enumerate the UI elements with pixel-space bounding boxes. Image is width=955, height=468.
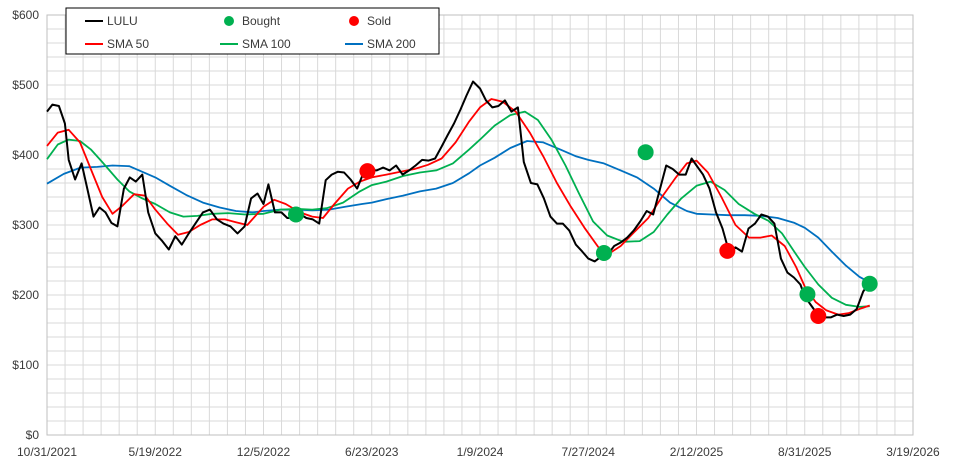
sold-marker: [359, 163, 376, 180]
bought-marker: [287, 206, 304, 223]
series-line-sma-200: [46, 140, 871, 284]
legend-label-bought: Bought: [242, 14, 281, 28]
bought-marker: [861, 275, 878, 292]
y-tick-label: $500: [12, 78, 39, 92]
legend-label-lulu: LULU: [107, 14, 138, 28]
legend: LULU Bought Sold SMA 50 SMA 100 SMA 200: [65, 7, 440, 55]
plot-area-border: [46, 14, 914, 436]
x-tick-label: 2/12/2025: [670, 445, 724, 459]
y-tick-label: $300: [12, 218, 39, 232]
bought-marker: [799, 286, 816, 303]
trade-markers: [287, 144, 878, 324]
y-tick-label: $0: [26, 428, 40, 442]
y-tick-label: $600: [12, 8, 39, 22]
bought-marker: [637, 144, 654, 161]
series-line-sma-100: [46, 110, 870, 308]
x-tick-label: 8/31/2025: [778, 445, 832, 459]
sold-marker: [810, 308, 827, 324]
x-tick-label: 12/5/2022: [237, 445, 291, 459]
axes: $0 $100 $200 $300 $400 $500 $600 10/31/2021 5/19…: [12, 8, 940, 459]
legend-swatch-sold: [349, 16, 359, 26]
x-tick-label: 5/19/2022: [129, 445, 183, 459]
x-tick-label: 6/23/2023: [345, 445, 399, 459]
legend-label-sma-200: SMA 200: [367, 37, 416, 51]
legend-swatch-bought: [224, 16, 234, 26]
legend-label-sold: Sold: [367, 14, 391, 28]
grid: [46, 14, 914, 436]
x-tick-label: 10/31/2021: [17, 445, 77, 459]
legend-label-sma-100: SMA 100: [242, 37, 291, 51]
legend-box: [65, 7, 440, 55]
series-line-sma-50: [46, 98, 870, 316]
y-tick-label: $200: [12, 288, 39, 302]
y-tick-label: $100: [12, 358, 39, 372]
y-tick-label: $400: [12, 148, 39, 162]
legend-label-sma-50: SMA 50: [107, 37, 149, 51]
sold-marker: [719, 242, 736, 259]
x-tick-label: 1/9/2024: [457, 445, 504, 459]
bought-marker: [595, 245, 612, 261]
x-tick-label: 3/19/2026: [886, 445, 940, 459]
x-tick-label: 7/27/2024: [562, 445, 616, 459]
